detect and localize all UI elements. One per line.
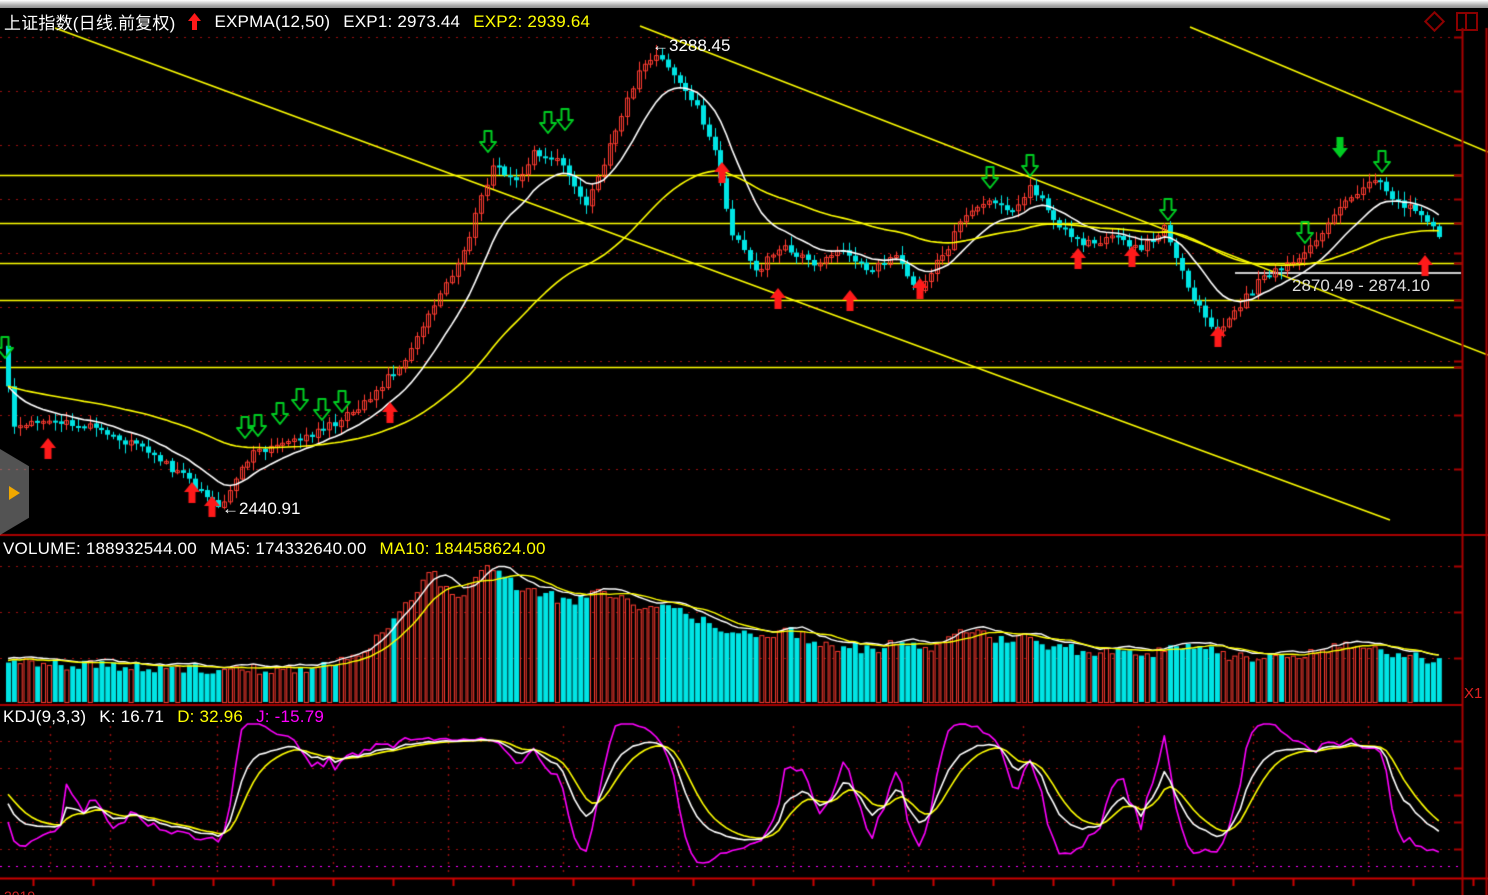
main-chart-header: 上证指数(日线.前复权) EXPMA(12,50) EXP1: 2973.44 … [4,9,590,34]
expand-arrow-icon [9,486,20,500]
volume-ma10: MA10: 184458624.00 [379,539,546,558]
volume-unit-label: X1 [1464,685,1483,702]
high-price-label: ←3288.45 [652,36,731,55]
toolbar-bottom-edge [0,0,1488,8]
sidebar-expand-handle[interactable] [0,449,29,535]
diamond-icon[interactable] [1423,10,1446,33]
volume-value: VOLUME: 188932544.00 [3,539,197,558]
kdj-panel-header: KDJ(9,3,3) K: 16.71 D: 32.96 J: -15.79 [3,707,324,727]
indicator-name: EXPMA(12,50) [214,11,331,31]
kdj-name: KDJ(9,3,3) [3,707,87,726]
volume-ma5: MA5: 174332640.00 [209,539,367,558]
exp1-value: EXP1: 2973.44 [343,11,461,31]
kdj-k-value: K: 16.71 [99,707,165,726]
volume-panel-header: VOLUME: 188932544.00 MA5: 174332640.00 M… [3,539,546,559]
red-up-arrow-icon [188,13,202,30]
kdj-j-value: J: -15.79 [256,707,325,726]
kdj-d-value: D: 32.96 [177,707,244,726]
low-price-label: ←2440.91 [222,499,301,518]
gap-range-label: 2870.49 - 2874.10 [1292,276,1431,295]
exp2-value: EXP2: 2939.64 [473,11,591,31]
window-controls [1423,10,1478,33]
symbol-title: 上证指数(日线.前复权) [4,14,176,33]
tile-windows-icon[interactable] [1456,12,1478,31]
date-axis-label: 2019 [4,888,35,895]
